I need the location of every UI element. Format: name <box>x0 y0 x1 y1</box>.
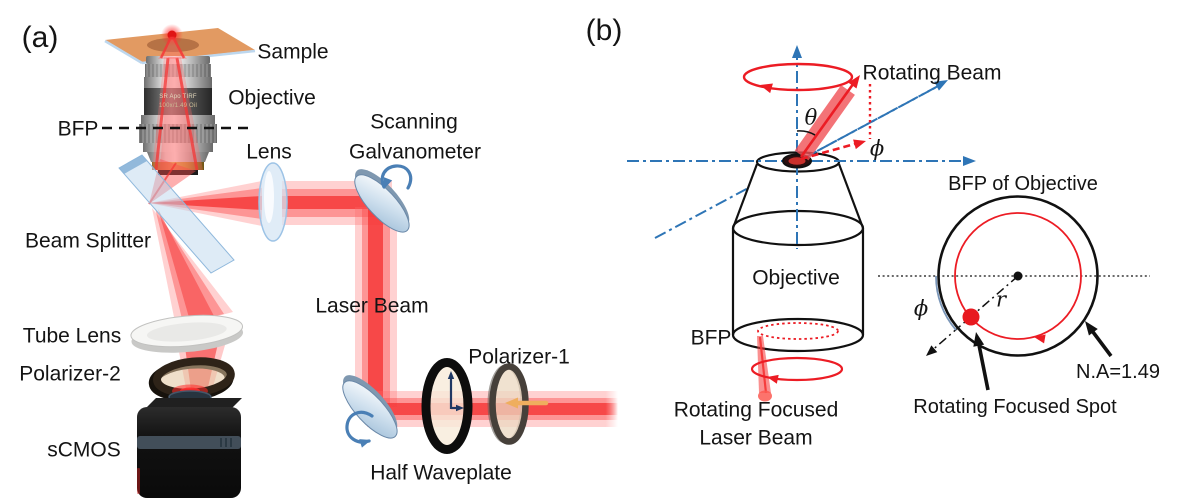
label-beam-splitter: Beam Splitter <box>24 229 152 253</box>
waveplate-axis-arrows-icon <box>447 371 464 412</box>
label-rotating-focused-2: Laser Beam <box>699 426 813 450</box>
label-galvanometer: Galvanometer <box>349 140 481 164</box>
spot-orbit-circle <box>954 212 1082 340</box>
objective-marking-line2: 100x/1.49 Oil <box>159 103 197 109</box>
label-rotating-focused-1: Rotating Focused <box>673 398 839 422</box>
label-tube-lens: Tube Lens <box>22 324 122 348</box>
label-bfp-a: BFP <box>57 117 99 141</box>
label-lens: Lens <box>246 140 292 164</box>
bfp-ring-dotted <box>757 322 839 340</box>
tube-lens-disc <box>130 314 244 353</box>
rotating-beam-graphic <box>794 75 872 161</box>
objective-outline <box>731 151 865 353</box>
label-radius-r: r <box>995 287 1007 312</box>
sample-slide <box>104 24 256 65</box>
objective-pupil-circle <box>937 195 1099 357</box>
label-laser-beam: Laser Beam <box>315 294 429 318</box>
rotation-ellipse-bottom <box>750 356 844 384</box>
label-scanning: Scanning <box>370 110 458 134</box>
label-sample: Sample <box>257 40 329 64</box>
objective-gold-ring <box>152 162 204 170</box>
polarizer-1-disc <box>487 363 549 445</box>
scan-lens <box>258 162 288 242</box>
label-theta: θ <box>804 105 818 130</box>
objective-marking-line1: SR Apo TIRF <box>159 94 197 100</box>
label-phi-circle: ϕ <box>913 296 929 321</box>
fold-mirror <box>342 375 398 448</box>
label-polarizer-1: Polarizer-1 <box>468 345 570 369</box>
panel-b-tag: (b) <box>585 14 623 47</box>
polarization-arrow-icon <box>505 397 549 409</box>
phi-angle-arc <box>935 275 957 331</box>
label-rotating-beam: Rotating Beam <box>862 61 1002 85</box>
spot-callout-arrow <box>973 332 990 391</box>
label-objective-a: Objective <box>228 86 316 110</box>
label-bfp-of-objective: BFP of Objective <box>948 173 1098 195</box>
label-scmos: sCMOS <box>47 438 121 462</box>
rotating-focused-spot-dot <box>962 308 980 326</box>
galvo-rotation-arrow-icon <box>380 164 413 190</box>
label-na: N.A=1.49 <box>1076 361 1160 383</box>
panel-a <box>102 24 618 498</box>
bfp-circle-diagram <box>878 195 1150 391</box>
label-rotating-focused-spot: Rotating Focused Spot <box>913 396 1117 418</box>
label-polarizer-2: Polarizer-2 <box>19 362 121 386</box>
scmos-camera <box>137 384 242 498</box>
panel-b <box>627 45 1150 402</box>
rotation-ellipse-top <box>742 62 854 94</box>
label-bfp-b: BFP <box>690 326 732 350</box>
na-callout-arrow <box>1085 321 1113 358</box>
label-phi-top: ϕ <box>869 136 885 161</box>
label-objective-b: Objective <box>752 266 840 290</box>
beam-splitter-plate <box>118 154 235 274</box>
camera-band <box>137 436 241 449</box>
panel-a-tag: (a) <box>21 21 59 54</box>
theta-angle-arc <box>796 130 816 136</box>
mirror-rotation-arrow-icon <box>345 410 374 444</box>
galvanometer-mirror <box>354 164 413 233</box>
half-waveplate-disc <box>421 358 473 454</box>
label-half-waveplate: Half Waveplate <box>370 461 512 485</box>
focused-beam-spike <box>757 336 772 402</box>
